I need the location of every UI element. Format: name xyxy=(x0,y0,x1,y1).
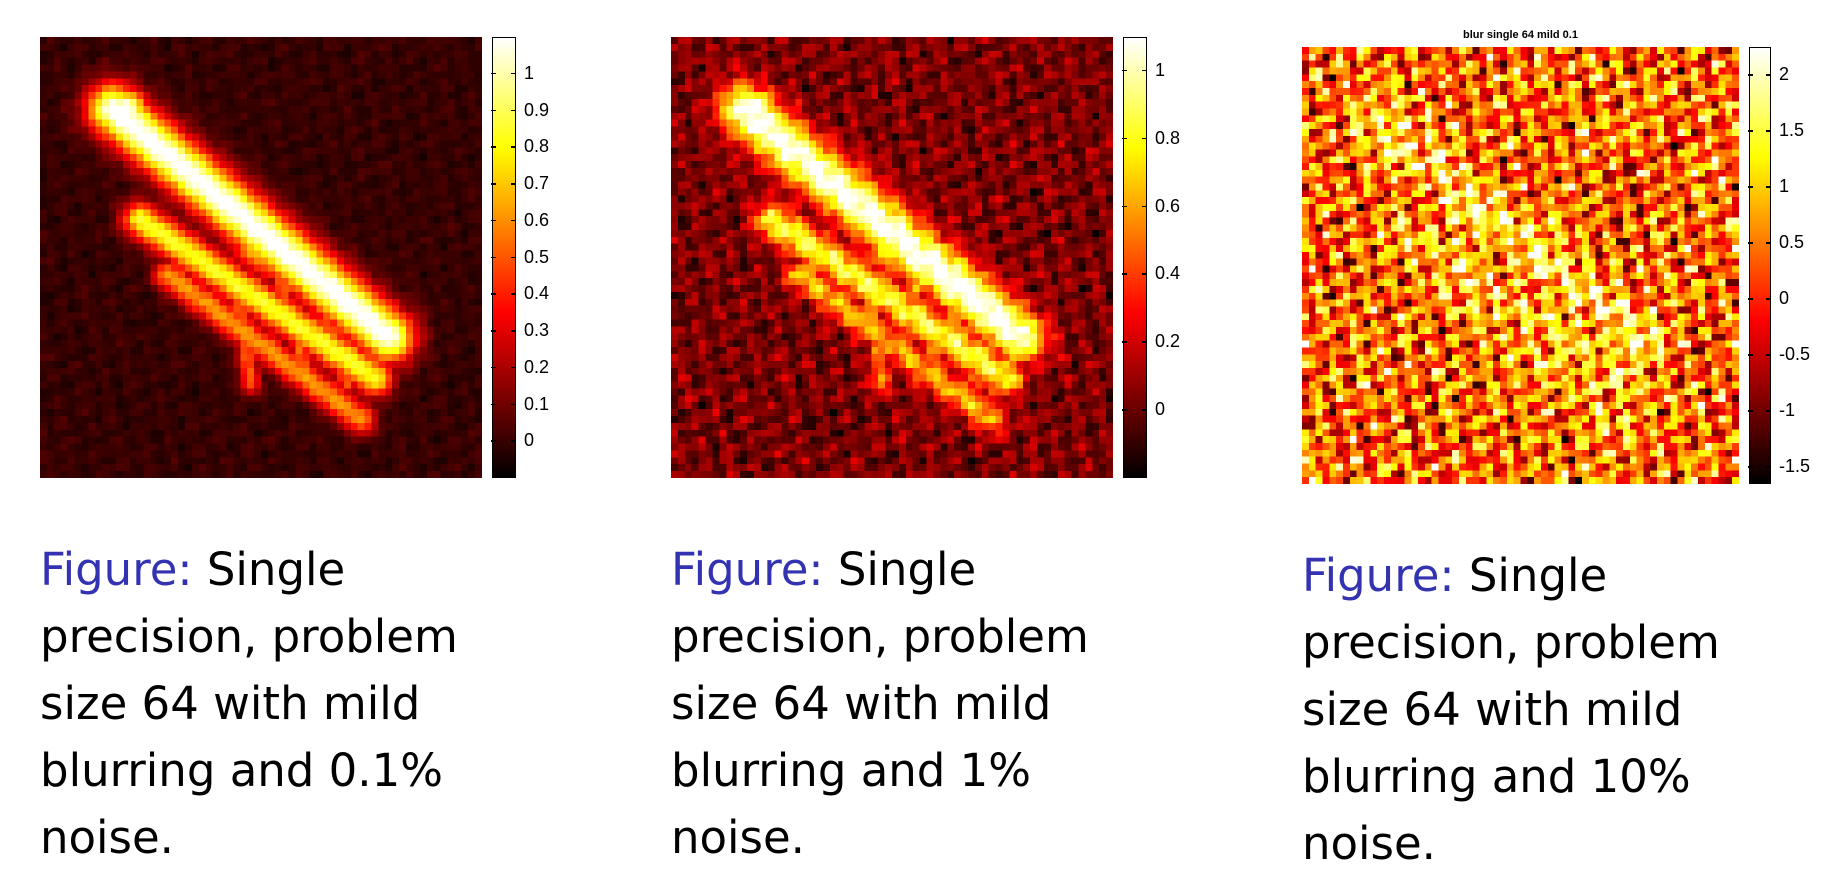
colorbar-ticks-3: 2 1.5 1 0.5 0 -0.5 -1 -1.5 xyxy=(1748,47,1810,484)
figure-caption-2: Figure: Single precision, problem size 6… xyxy=(671,536,1121,871)
colorbar-tick-label: 0.8 xyxy=(524,136,550,157)
colorbar-tick-label: 0.6 xyxy=(524,209,550,230)
colorbar-tick-label: 0 xyxy=(1779,288,1790,309)
colorbar-tick-label: 1 xyxy=(1779,176,1790,197)
colorbar-tick-label: 0.5 xyxy=(524,246,550,267)
colorbar-tick-label: 0.8 xyxy=(1155,127,1181,148)
colorbar-tick-label: 0.3 xyxy=(524,320,550,340)
caption-label: Figure: xyxy=(1302,549,1455,602)
colorbar-ticks-2: 1 0.8 0.6 0.4 0.2 0 xyxy=(1122,37,1180,478)
colorbar-tick-label: -0.5 xyxy=(1779,344,1811,365)
figure-caption-1: Figure: Single precision, problem size 6… xyxy=(40,536,490,871)
figure-caption-3: Figure: Single precision, problem size 6… xyxy=(1302,542,1752,877)
heatmap-image-3 xyxy=(1302,47,1739,484)
colorbar-tick-label: 0.9 xyxy=(524,99,550,120)
plot-title-3: blur single 64 mild 0.1 xyxy=(1463,29,1578,41)
colorbar-tick-label: 0.6 xyxy=(1155,195,1181,216)
colorbar-3 xyxy=(1749,47,1771,484)
colorbar-tick-label: 0.7 xyxy=(524,173,550,193)
caption-label: Figure: xyxy=(40,543,193,596)
heatmap-image-1 xyxy=(40,37,482,478)
colorbar-tick-label: 0 xyxy=(524,430,535,451)
colorbar-tick-label: 1 xyxy=(524,62,535,83)
colorbar-tick-label: 2 xyxy=(1779,64,1790,84)
colorbar-tick-label: 0.2 xyxy=(1155,331,1181,352)
colorbar-tick-label: 0.2 xyxy=(524,356,550,377)
colorbar-tick-label: 0.4 xyxy=(1155,263,1181,284)
caption-text: Single precision, problem size 64 with m… xyxy=(671,543,1089,864)
colorbar-tick-label: 0.1 xyxy=(524,393,550,414)
colorbar-tick-label: 0.4 xyxy=(524,283,550,304)
colorbar-tick-label: -1.5 xyxy=(1779,456,1811,477)
colorbar-tick-label: 1 xyxy=(1155,59,1166,80)
colorbar-tick-label: 1.5 xyxy=(1779,120,1805,141)
colorbar-ticks-1: 1 0.9 0.8 0.7 0.6 0.5 0.4 0.3 0.2 0.1 0 xyxy=(491,37,549,478)
colorbar-tick-label: 0 xyxy=(1155,399,1166,420)
caption-text: Single precision, problem size 64 with m… xyxy=(40,543,458,864)
heatmap-image-2 xyxy=(671,37,1113,478)
colorbar-2 xyxy=(1123,37,1147,478)
caption-text: Single precision, problem size 64 with m… xyxy=(1302,549,1720,870)
caption-label: Figure: xyxy=(671,543,824,596)
colorbar-tick-label: 0.5 xyxy=(1779,232,1805,253)
colorbar-tick-label: -1 xyxy=(1779,400,1796,421)
